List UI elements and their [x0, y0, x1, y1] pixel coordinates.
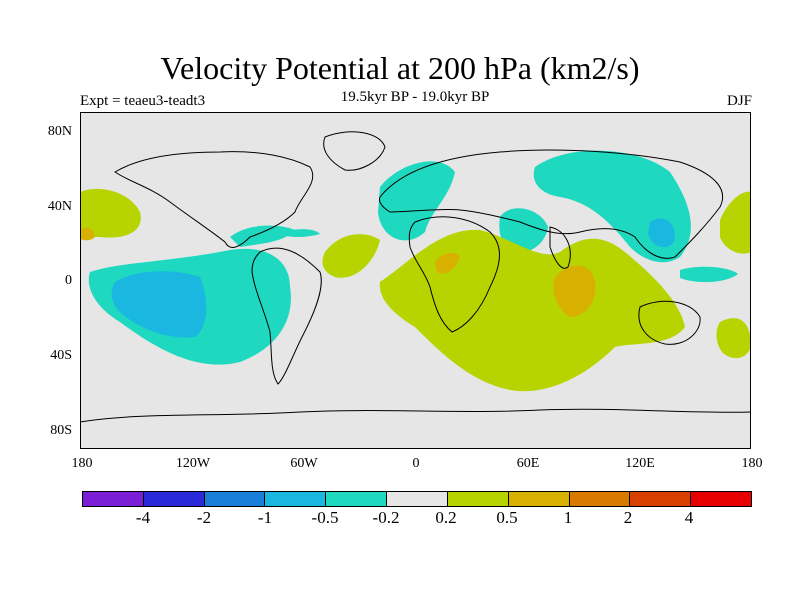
lon-label: 180 [71, 456, 93, 471]
colorbar-swatch [265, 492, 327, 506]
far-east-high [720, 191, 751, 254]
lon-label: 60W [290, 456, 318, 471]
map-title: Velocity Potential at 200 hPa (km2/s) [160, 50, 640, 86]
indian-core [553, 265, 596, 317]
colorbar-swatch [630, 492, 692, 506]
colorbar-label: 4 [684, 508, 694, 527]
stronger-negative-regions [111, 218, 675, 338]
lat-label: 80N [47, 124, 72, 139]
colorbar-swatch [508, 492, 570, 506]
india-coast [549, 226, 571, 269]
colorbar-label: 1 [563, 508, 573, 527]
map-svg [80, 131, 751, 423]
west-pacific-core [648, 218, 675, 248]
colorbar-label: -1 [257, 508, 273, 527]
positive-anomaly-regions [80, 188, 751, 392]
colorbar-swatch [83, 492, 144, 506]
australia-coast [638, 300, 701, 345]
stronger-positive-regions [80, 227, 596, 317]
south-america-coast [251, 247, 322, 385]
colorbar-label: 0.5 [496, 508, 518, 527]
caribbean-low [230, 225, 295, 247]
lon-label: 120E [625, 456, 655, 471]
pacific-core [80, 227, 95, 241]
colorbar-swatch [691, 492, 751, 506]
europe-atlantic-low [378, 161, 455, 241]
antarctica-coast [80, 408, 751, 423]
lon-label: 180 [741, 456, 763, 471]
eurasia-coast [379, 149, 723, 259]
greenland-coast [323, 131, 386, 171]
coastlines [80, 131, 751, 423]
lon-label: 0 [412, 456, 420, 471]
australia-high [716, 318, 751, 359]
colorbar-label: 0.2 [435, 508, 457, 527]
colorbar-label: -0.5 [311, 508, 339, 527]
colorbar-swatch [204, 492, 266, 506]
atlantic-high [322, 234, 380, 278]
mideast-low [499, 208, 548, 253]
pacific-strip-low [280, 229, 320, 237]
africa-coast [408, 216, 500, 333]
lon-label: 120W [175, 456, 211, 471]
period-subtitle: 19.5kyr BP - 19.0kyr BP [340, 89, 490, 105]
east-pacific-core [111, 271, 207, 338]
africa-core [435, 252, 460, 274]
map-area [80, 112, 751, 449]
indian-ocean-high [379, 229, 685, 392]
colorbar-label: 2 [623, 508, 633, 527]
colorbar-swatch [387, 492, 448, 506]
colorbar-swatch [326, 492, 388, 506]
colorbar-label: -0.2 [372, 508, 400, 527]
lat-label: 40S [50, 348, 72, 363]
season-label: DJF [726, 93, 752, 109]
north-america-coast [114, 151, 314, 248]
central-pacific-high [80, 188, 141, 238]
lat-label: 80S [50, 423, 72, 438]
colorbar-swatch [143, 492, 205, 506]
lon-label: 60E [516, 456, 540, 471]
colorbar-label: -2 [196, 508, 212, 527]
lat-label: 40N [47, 199, 72, 214]
colorbar-swatch [447, 492, 509, 506]
experiment-label: Expt = teaeu3-teadt3 [80, 93, 206, 109]
colorbar-swatch [569, 492, 631, 506]
lat-label: 0 [65, 273, 72, 288]
maritime-low [680, 266, 738, 283]
colorbar-label: -4 [135, 508, 151, 527]
colorbar [82, 491, 752, 507]
